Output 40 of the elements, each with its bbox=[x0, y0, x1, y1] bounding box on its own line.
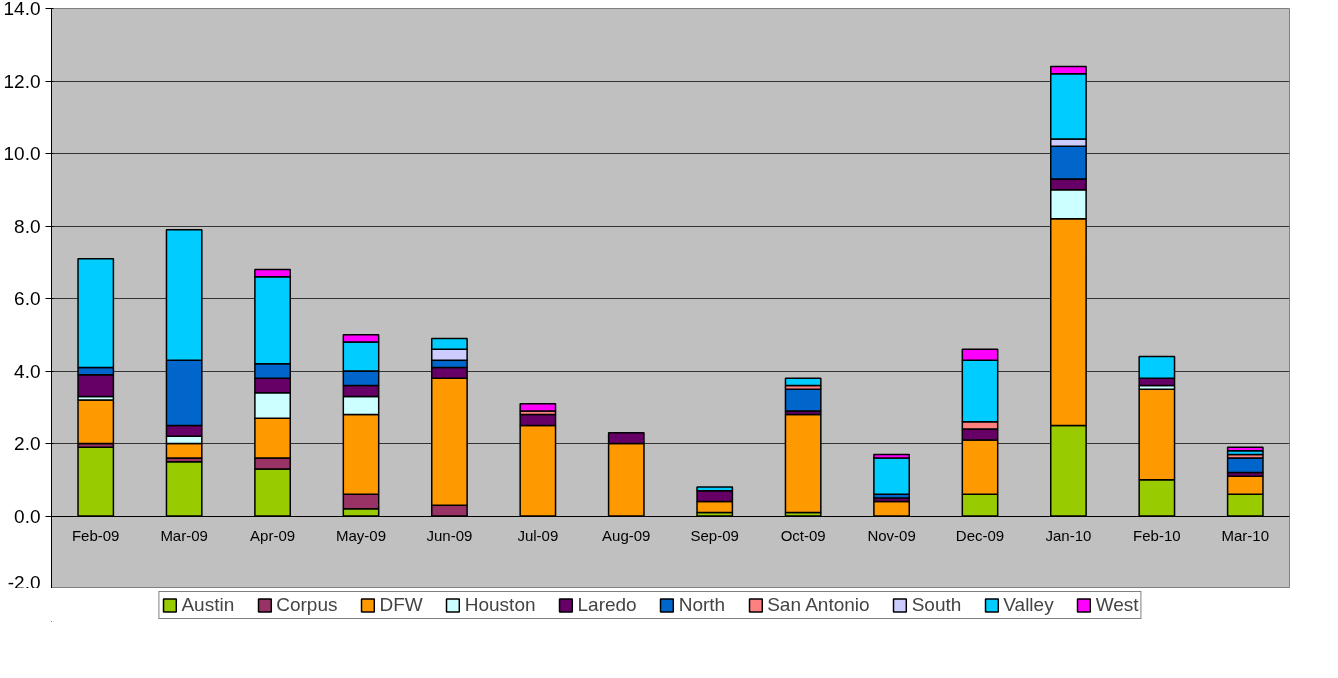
legend-label: Corpus bbox=[276, 594, 338, 616]
x-tick-label: Apr-09 bbox=[250, 527, 296, 544]
x-tick-label: Feb-09 bbox=[71, 527, 120, 544]
bar bbox=[519, 402, 557, 412]
x-tick-label: Mar-09 bbox=[160, 527, 208, 544]
x-tick-label: Aug-09 bbox=[602, 527, 651, 544]
y-tick-label: 10.0 bbox=[3, 143, 41, 164]
x-tick-label: Mar-10 bbox=[1221, 527, 1270, 544]
x-tick-label: Sep-09 bbox=[690, 527, 739, 544]
x-tick-label: Jan-10 bbox=[1045, 527, 1092, 544]
y-tick-label: -2.0 bbox=[7, 571, 41, 593]
y-tick-label: 4.0 bbox=[14, 360, 41, 382]
y-tick-label: 0.0 bbox=[14, 505, 41, 527]
bar bbox=[784, 377, 822, 387]
legend-label: West bbox=[1095, 594, 1139, 616]
bar bbox=[784, 388, 822, 412]
x-tick-label: Oct-09 bbox=[780, 527, 826, 544]
legend-label: DFW bbox=[379, 594, 423, 616]
x-tick-label: Nov-09 bbox=[867, 527, 916, 544]
y-tick-label: 12.0 bbox=[3, 70, 41, 92]
legend-label: Houston bbox=[464, 594, 536, 616]
x-tick-label: Dec-09 bbox=[955, 527, 1005, 544]
y-tick-label: 2.0 bbox=[14, 433, 41, 454]
legend-label: San Antonio bbox=[767, 594, 870, 616]
x-tick-label: Jul-09 bbox=[517, 527, 559, 544]
legend-label: South bbox=[911, 594, 962, 616]
y-tick-label: 6.0 bbox=[14, 288, 41, 309]
legend-label: North bbox=[678, 594, 726, 616]
legend-label: Valley bbox=[1003, 594, 1054, 616]
bar bbox=[784, 413, 822, 514]
x-tick-label: Jun-09 bbox=[426, 527, 473, 544]
legend-label: Austin bbox=[181, 594, 235, 616]
bar bbox=[77, 399, 115, 445]
y-tick-label: 14.0 bbox=[3, 0, 41, 19]
legend-label: Laredo bbox=[577, 594, 637, 616]
bar bbox=[1226, 446, 1264, 452]
bar bbox=[873, 457, 911, 495]
x-tick-label: May-09 bbox=[335, 527, 387, 544]
x-tick-label: Feb-10 bbox=[1133, 527, 1181, 544]
y-tick-label: 8.0 bbox=[14, 215, 41, 237]
